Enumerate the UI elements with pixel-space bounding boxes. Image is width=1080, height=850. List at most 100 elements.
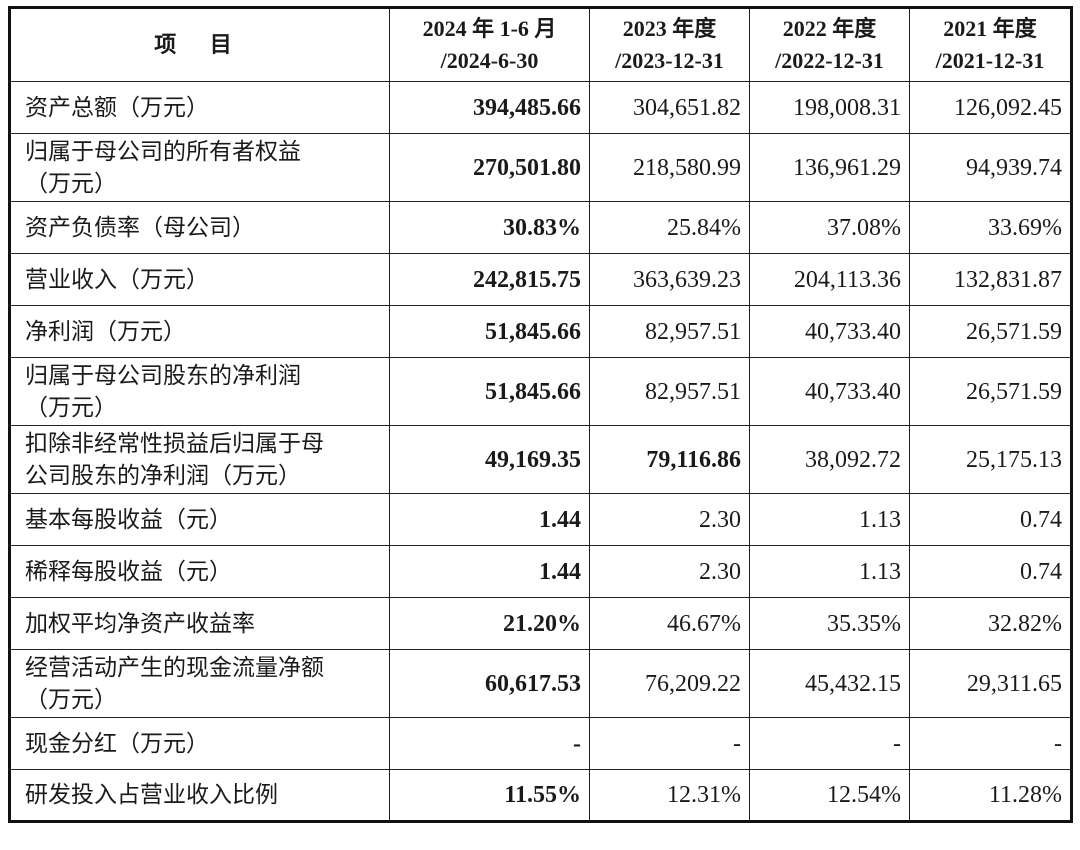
header-item: 项 目 — [9, 7, 390, 82]
cell-2022: 35.35% — [749, 597, 910, 650]
cell-2024h1: - — [389, 717, 590, 770]
header-2022: 2022 年度 /2022-12-31 — [749, 7, 910, 82]
cell-2023: 2.30 — [589, 493, 750, 546]
cell-2022: 40,733.40 — [749, 305, 910, 358]
cell-2021: 29,311.65 — [909, 649, 1072, 718]
header-2024h1-period: 2024 年 1-6 月 — [422, 16, 557, 41]
cell-2023: 363,639.23 — [589, 253, 750, 306]
cell-2024h1: 1.44 — [389, 493, 590, 546]
cell-2021: 94,939.74 — [909, 133, 1072, 202]
row-label-text: 现金分红（万元） — [25, 730, 209, 757]
cell-2023: 76,209.22 — [589, 649, 750, 718]
row-label: 营业收入（万元） — [9, 253, 390, 306]
cell-2024h1: 394,485.66 — [389, 81, 590, 134]
row-label: 基本每股收益（元） — [9, 493, 390, 546]
cell-2024h1: 1.44 — [389, 545, 590, 598]
table-row: 归属于母公司股东的净利润 （万元） 51,845.66 82,957.51 40… — [9, 357, 1072, 426]
cell-2024h1: 49,169.35 — [389, 425, 590, 494]
header-2024h1-date: /2024-6-30 — [440, 48, 539, 73]
cell-2023: 218,580.99 — [589, 133, 750, 202]
table-row: 资产总额（万元） 394,485.66 304,651.82 198,008.3… — [9, 81, 1072, 134]
row-label-text: 资产总额（万元） — [25, 94, 209, 121]
row-label-text: 加权平均净资产收益率 — [25, 610, 255, 637]
cell-2022: 1.13 — [749, 493, 910, 546]
cell-2021: 11.28% — [909, 769, 1072, 822]
row-label-text: 净利润（万元） — [25, 318, 186, 345]
row-label: 加权平均净资产收益率 — [9, 597, 390, 650]
row-label: 稀释每股收益（元） — [9, 545, 390, 598]
cell-2022: 37.08% — [749, 201, 910, 254]
table-header-row: 项 目 2024 年 1-6 月 /2024-6-30 2023 年度 /202… — [9, 7, 1072, 82]
cell-2023: 2.30 — [589, 545, 750, 598]
row-label-text: 经营活动产生的现金流量净额 — [25, 654, 324, 681]
row-label-text: 归属于母公司的所有者权益 — [25, 138, 301, 165]
row-label-text: 扣除非经常性损益后归属于母 — [25, 430, 324, 457]
table-row: 加权平均净资产收益率 21.20% 46.67% 35.35% 32.82% — [9, 597, 1072, 650]
cell-2024h1: 11.55% — [389, 769, 590, 822]
cell-2021: 0.74 — [909, 493, 1072, 546]
cell-2023: 82,957.51 — [589, 357, 750, 426]
cell-2021: 25,175.13 — [909, 425, 1072, 494]
cell-2024h1: 270,501.80 — [389, 133, 590, 202]
cell-2021: 132,831.87 — [909, 253, 1072, 306]
row-label: 净利润（万元） — [9, 305, 390, 358]
row-label-text: 资产负债率（母公司） — [25, 214, 255, 241]
cell-2024h1: 30.83% — [389, 201, 590, 254]
table-row: 研发投入占营业收入比例 11.55% 12.31% 12.54% 11.28% — [9, 769, 1072, 822]
row-label-text: 归属于母公司股东的净利润 — [25, 362, 301, 389]
table-row: 净利润（万元） 51,845.66 82,957.51 40,733.40 26… — [9, 305, 1072, 358]
row-label-text-cont: （万元） — [25, 686, 117, 713]
table-row: 资产负债率（母公司） 30.83% 25.84% 37.08% 33.69% — [9, 201, 1072, 254]
cell-2024h1: 51,845.66 — [389, 305, 590, 358]
row-label: 资产负债率（母公司） — [9, 201, 390, 254]
table-row: 扣除非经常性损益后归属于母 公司股东的净利润（万元） 49,169.35 79,… — [9, 425, 1072, 494]
row-label-text: 研发投入占营业收入比例 — [25, 782, 278, 808]
cell-2021: 26,571.59 — [909, 357, 1072, 426]
financial-data-table: 项 目 2024 年 1-6 月 /2024-6-30 2023 年度 /202… — [8, 6, 1073, 823]
cell-2021: 126,092.45 — [909, 81, 1072, 134]
cell-2023: - — [589, 717, 750, 770]
cell-2024h1: 242,815.75 — [389, 253, 590, 306]
cell-2023: 25.84% — [589, 201, 750, 254]
row-label-text: 营业收入（万元） — [25, 266, 209, 293]
cell-2022: 136,961.29 — [749, 133, 910, 202]
financial-table-container: 项 目 2024 年 1-6 月 /2024-6-30 2023 年度 /202… — [8, 6, 1073, 823]
row-label: 归属于母公司的所有者权益 （万元） — [9, 133, 390, 202]
cell-2024h1: 21.20% — [389, 597, 590, 650]
row-label: 现金分红（万元） — [9, 717, 390, 770]
cell-2023: 46.67% — [589, 597, 750, 650]
row-label-text-cont: （万元） — [25, 394, 117, 421]
cell-2022: 204,113.36 — [749, 253, 910, 306]
header-2021: 2021 年度 /2021-12-31 — [909, 7, 1072, 82]
cell-2021: 33.69% — [909, 201, 1072, 254]
table-row: 现金分红（万元） - - - - — [9, 717, 1072, 770]
row-label: 经营活动产生的现金流量净额 （万元） — [9, 649, 390, 718]
table-row: 稀释每股收益（元） 1.44 2.30 1.13 0.74 — [9, 545, 1072, 598]
row-label-text: 稀释每股收益（元） — [25, 558, 232, 585]
table-row: 营业收入（万元） 242,815.75 363,639.23 204,113.3… — [9, 253, 1072, 306]
cell-2021: - — [909, 717, 1072, 770]
header-2021-date: /2021-12-31 — [935, 48, 1045, 73]
row-label: 归属于母公司股东的净利润 （万元） — [9, 357, 390, 426]
cell-2021: 0.74 — [909, 545, 1072, 598]
header-2022-period: 2022 年度 — [782, 16, 877, 41]
table-row: 经营活动产生的现金流量净额 （万元） 60,617.53 76,209.22 4… — [9, 649, 1072, 718]
cell-2022: 198,008.31 — [749, 81, 910, 134]
cell-2023: 82,957.51 — [589, 305, 750, 358]
cell-2022: 40,733.40 — [749, 357, 910, 426]
cell-2022: 1.13 — [749, 545, 910, 598]
header-2024h1: 2024 年 1-6 月 /2024-6-30 — [389, 7, 590, 82]
cell-2024h1: 60,617.53 — [389, 649, 590, 718]
cell-2023: 79,116.86 — [589, 425, 750, 494]
table-row: 基本每股收益（元） 1.44 2.30 1.13 0.74 — [9, 493, 1072, 546]
cell-2022: 45,432.15 — [749, 649, 910, 718]
row-label-text-cont: （万元） — [25, 170, 117, 197]
header-2021-period: 2021 年度 — [943, 16, 1037, 41]
header-2023-period: 2023 年度 — [622, 16, 717, 41]
row-label-text-cont: 公司股东的净利润（万元） — [25, 462, 301, 489]
header-2022-date: /2022-12-31 — [775, 48, 884, 73]
row-label: 扣除非经常性损益后归属于母 公司股东的净利润（万元） — [9, 425, 390, 494]
cell-2022: 38,092.72 — [749, 425, 910, 494]
cell-2021: 26,571.59 — [909, 305, 1072, 358]
cell-2023: 304,651.82 — [589, 81, 750, 134]
